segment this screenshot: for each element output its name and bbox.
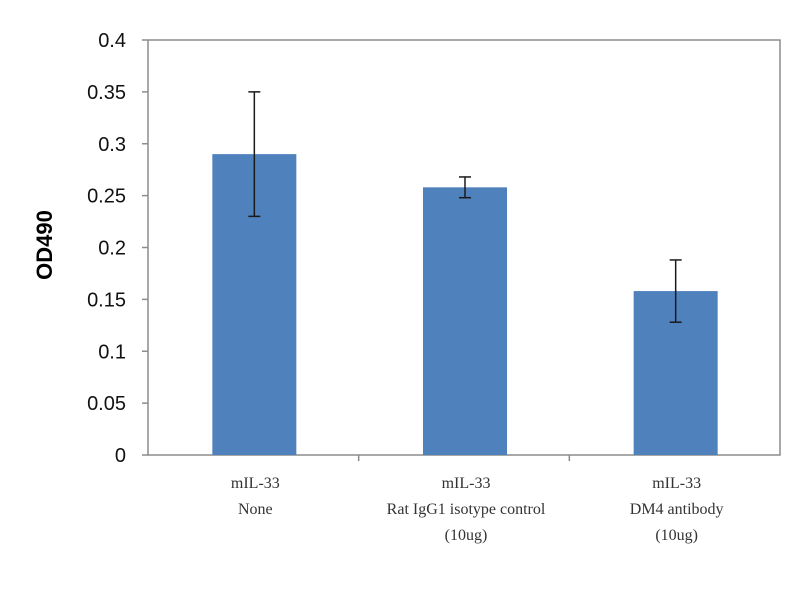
y-tick-label: 0.1 (98, 341, 126, 363)
y-tick-label: 0.2 (98, 238, 126, 260)
y-tick-label: 0.25 (87, 186, 126, 208)
x-category-label: (10ug) (655, 527, 698, 544)
y-tick-label: 0.15 (87, 289, 126, 311)
y-axis: 0 0.05 0.1 0.15 0.2 0.25 0.3 0.35 0.4 (87, 30, 148, 467)
y-tick-label: 0 (115, 445, 126, 467)
x-category-label: mIL-33 (231, 475, 280, 492)
y-tick-label: 0.35 (87, 82, 126, 104)
x-category-label: mIL-33 (652, 475, 701, 492)
x-category-label: None (238, 501, 273, 518)
bars-group (212, 91, 718, 461)
x-category-label: Rat IgG1 isotype control (387, 501, 546, 518)
x-category-label: mIL-33 (442, 475, 491, 492)
x-category-label: DM4 antibody (630, 501, 724, 518)
x-category-label: (10ug) (445, 527, 488, 544)
category-labels: mIL-33 None mIL-33 Rat IgG1 isotype control… (231, 475, 724, 544)
bar (423, 187, 507, 455)
y-axis-title: OD490 (32, 210, 57, 280)
y-tick-label: 0.4 (98, 30, 126, 52)
y-tick-label: 0.05 (87, 393, 126, 415)
y-tick-label: 0.3 (98, 134, 126, 156)
